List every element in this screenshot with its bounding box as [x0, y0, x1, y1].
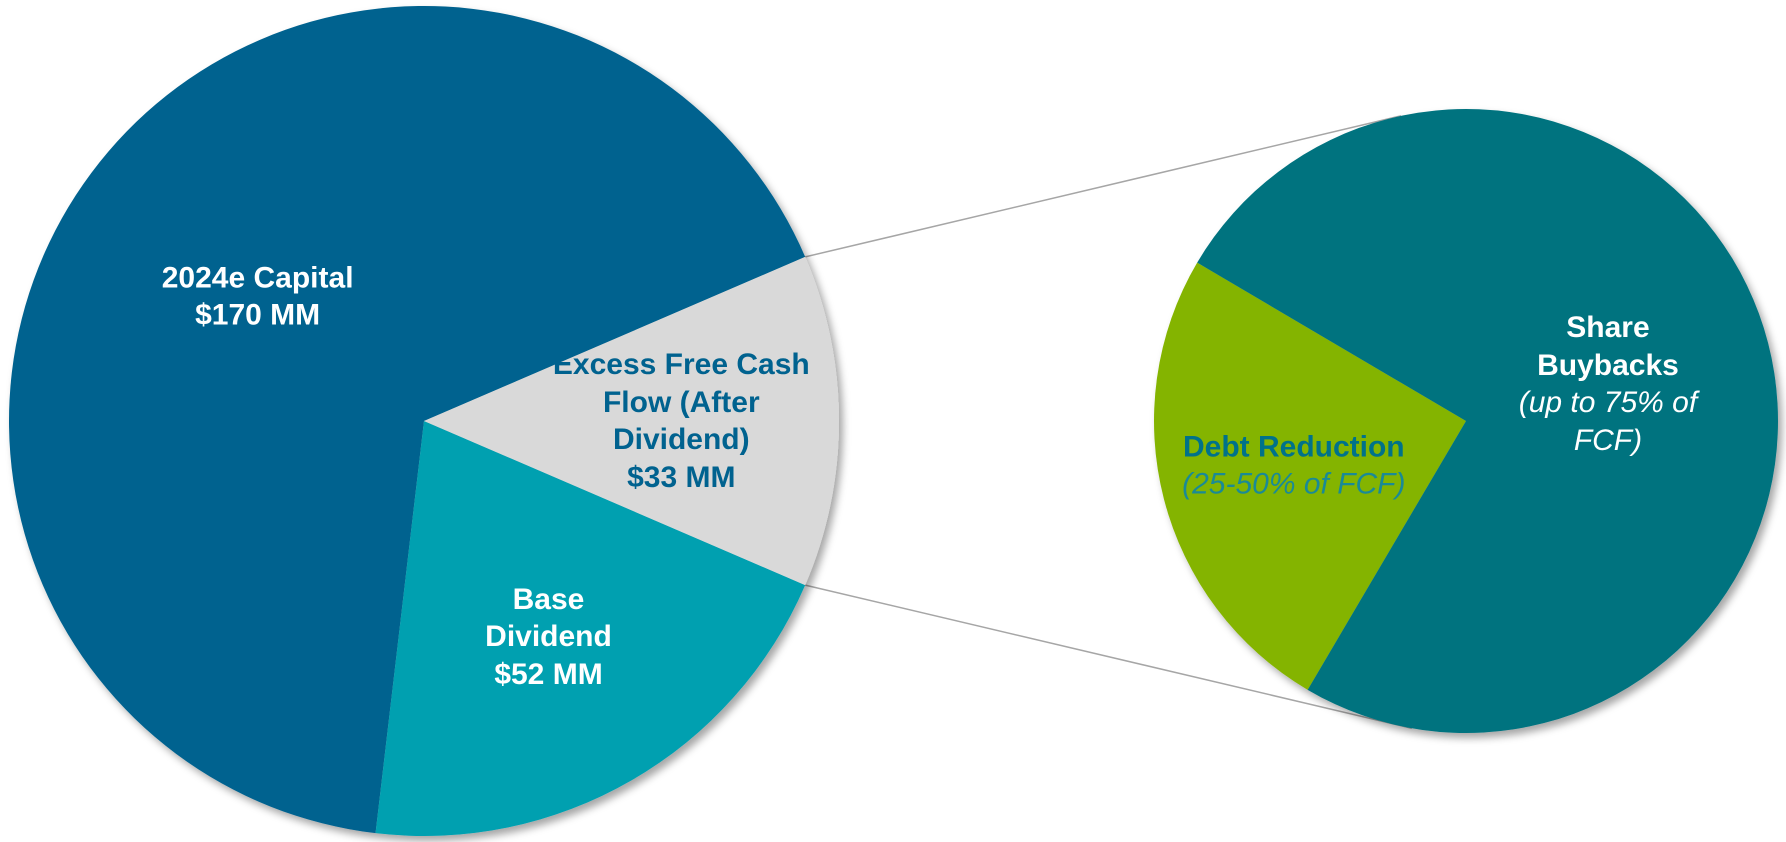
- pie-slice: [9, 5, 806, 834]
- pie: [9, 5, 839, 836]
- category-label: Excess Free Cash Flow (After Dividend): [552, 348, 810, 456]
- connector-line: [804, 584, 1412, 729]
- connector-line: [804, 115, 1402, 258]
- category-label: Debt Reduction: [1182, 430, 1405, 464]
- category-label: Share Buybacks: [1537, 311, 1679, 382]
- pie-slice: [1197, 109, 1778, 734]
- value-label: (up to 75% of FCF): [1518, 386, 1698, 457]
- value-label: $52 MM: [494, 657, 603, 691]
- pie-slice: [424, 256, 839, 586]
- pie-slice: [1154, 262, 1466, 690]
- category-label: 2024e Capital: [161, 261, 354, 295]
- slice-label: Base Dividend $52 MM: [449, 580, 649, 693]
- slice-label: Excess Free Cash Flow (After Dividend) $3…: [531, 346, 831, 496]
- slice-label: 2024e Capital $170 MM: [108, 259, 408, 334]
- value-label: $33 MM: [627, 460, 736, 494]
- slice-label: Share Buybacks (up to 75% of FCF): [1508, 309, 1708, 459]
- slice-label: Debt Reduction (25-50% of FCF): [1169, 428, 1419, 503]
- value-label: (25-50% of FCF): [1182, 467, 1406, 501]
- pie: [1154, 109, 1778, 734]
- value-label: $170 MM: [195, 298, 321, 332]
- pie-slice: [375, 421, 806, 836]
- category-label: Base Dividend: [485, 582, 612, 653]
